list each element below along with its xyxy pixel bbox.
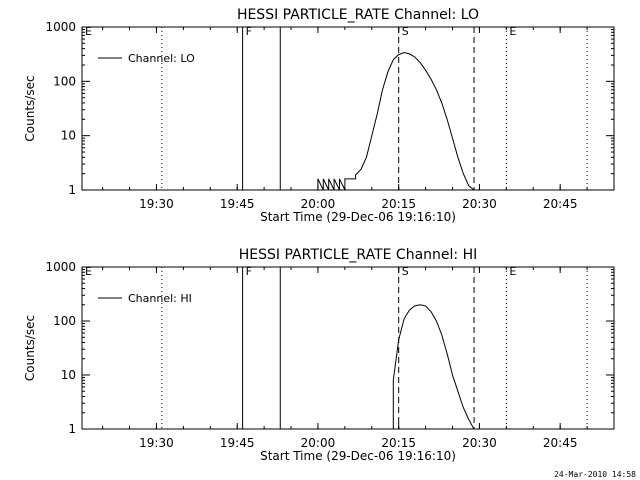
event-marker-label: S <box>402 265 409 278</box>
timestamp: 24-Mar-2010 14:58 <box>554 470 636 479</box>
chart-title: HESSI PARTICLE_RATE Channel: LO <box>237 7 479 23</box>
chart-title: HESSI PARTICLE_RATE Channel: HI <box>239 247 477 263</box>
event-marker-label: E <box>85 25 92 38</box>
series-line <box>317 51 480 191</box>
event-marker-label: E <box>509 25 516 38</box>
y-tick-label: 10 <box>61 368 76 382</box>
x-tick-label: 20:45 <box>543 436 578 450</box>
y-tick-label: 10 <box>61 129 76 143</box>
y-axis-label: Counts/sec <box>23 315 37 381</box>
x-tick-label: 20:15 <box>381 436 416 450</box>
x-tick-label: 20:00 <box>301 436 336 450</box>
x-axis-label: Start Time (29-Dec-06 19:16:10) <box>260 449 456 463</box>
chart-panel-hi: HESSI PARTICLE_RATE Channel: HI F S E E 19:30… <box>23 247 615 463</box>
y-tick-label: 100 <box>53 74 76 88</box>
y-tick-label: 1 <box>68 183 76 197</box>
event-marker-label: F <box>246 25 252 38</box>
x-tick-label: 19:30 <box>139 197 174 211</box>
chart-panel-lo: HESSI PARTICLE_RATE Channel: LO F S E E 19:30… <box>23 7 615 224</box>
x-tick-label: 19:30 <box>139 436 174 450</box>
y-tick-label: 100 <box>53 314 76 328</box>
event-marker-label: E <box>85 265 92 278</box>
event-marker-label: F <box>246 265 252 278</box>
y-tick-label: 1000 <box>45 20 76 34</box>
y-tick-label: 1000 <box>45 260 76 274</box>
event-marker-label: S <box>402 25 409 38</box>
plot-frame <box>81 26 615 191</box>
y-axis-label: Counts/sec <box>23 75 37 141</box>
legend-entry: Channel: HI <box>128 292 192 305</box>
x-tick-label: 20:15 <box>381 197 416 211</box>
y-tick-label: 1 <box>68 422 76 436</box>
series-line <box>392 304 475 430</box>
x-tick-label: 20:45 <box>543 197 578 211</box>
legend-entry: Channel: LO <box>128 52 195 65</box>
event-marker-label: E <box>509 265 516 278</box>
x-tick-label: 19:45 <box>220 436 255 450</box>
x-tick-label: 20:00 <box>301 197 336 211</box>
x-tick-label: 19:45 <box>220 197 255 211</box>
x-tick-label: 20:30 <box>462 436 497 450</box>
x-tick-label: 20:30 <box>462 197 497 211</box>
x-axis-label: Start Time (29-Dec-06 19:16:10) <box>260 210 456 224</box>
